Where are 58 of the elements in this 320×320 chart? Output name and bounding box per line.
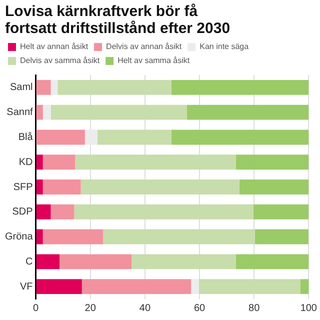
y-tick-label: Blå: [18, 130, 34, 143]
y-tick-label: Sannf: [6, 107, 34, 118]
bar: [42, 229, 104, 244]
y-tick-label: SFP: [13, 182, 34, 193]
bar: [236, 154, 309, 170]
bar: [36, 180, 43, 194]
bar: [132, 254, 236, 270]
y-tick-label: SDP: [12, 206, 34, 218]
bar: [50, 104, 187, 120]
chart-title: Lovisa kärnkraftverk bör få fortsatt driftstillstånd efter 2030: [4, 2, 232, 37]
bar: [42, 104, 51, 120]
x-tick-label: 60: [194, 302, 206, 314]
legend-label: Kan inte säga: [200, 42, 250, 52]
x-tick-label: 100: [300, 302, 318, 314]
bar: [198, 279, 300, 294]
bar: [50, 204, 74, 220]
y-tick-label: Saml: [10, 82, 33, 94]
bar: [171, 130, 309, 145]
bar: [36, 204, 51, 220]
y-tick-label: VF: [20, 281, 33, 292]
y-tick-label: C: [26, 256, 33, 268]
bar: [239, 180, 309, 194]
bar: [36, 80, 51, 95]
bar: [36, 279, 82, 294]
bar: [36, 154, 43, 170]
bar: [42, 154, 76, 170]
bar: [300, 279, 309, 294]
y-tick-label: Gröna: [4, 232, 34, 243]
bar: [186, 104, 309, 120]
bar: [75, 154, 236, 170]
bar: [36, 254, 60, 270]
bar: [253, 204, 309, 220]
bar: [50, 80, 58, 95]
y-tick-label: KD: [18, 156, 33, 168]
x-tick-label: 40: [139, 302, 151, 314]
x-tick-label: 80: [248, 302, 260, 314]
bar: [58, 80, 172, 95]
bar: [36, 229, 43, 244]
bar: [191, 279, 199, 294]
legend-label: Delvis av samma åsikt: [20, 56, 100, 66]
bar: [74, 204, 254, 220]
bar: [84, 130, 98, 145]
legend-label: Helt av samma åsikt: [118, 56, 190, 66]
bar: [97, 130, 172, 145]
x-tick-label: 20: [84, 302, 96, 314]
bar: [42, 180, 81, 194]
bar: [36, 104, 43, 120]
bar: [171, 80, 309, 95]
bar: [254, 229, 308, 244]
legend-label: Delvis av annan åsikt: [106, 42, 182, 52]
bar: [80, 180, 240, 194]
bar: [60, 254, 132, 270]
legend-label: Helt av annan åsikt: [20, 42, 89, 52]
bar: [36, 130, 85, 145]
bar: [82, 279, 192, 294]
bar: [236, 254, 309, 270]
x-tick-label: 0: [33, 302, 40, 314]
bar: [103, 229, 255, 244]
